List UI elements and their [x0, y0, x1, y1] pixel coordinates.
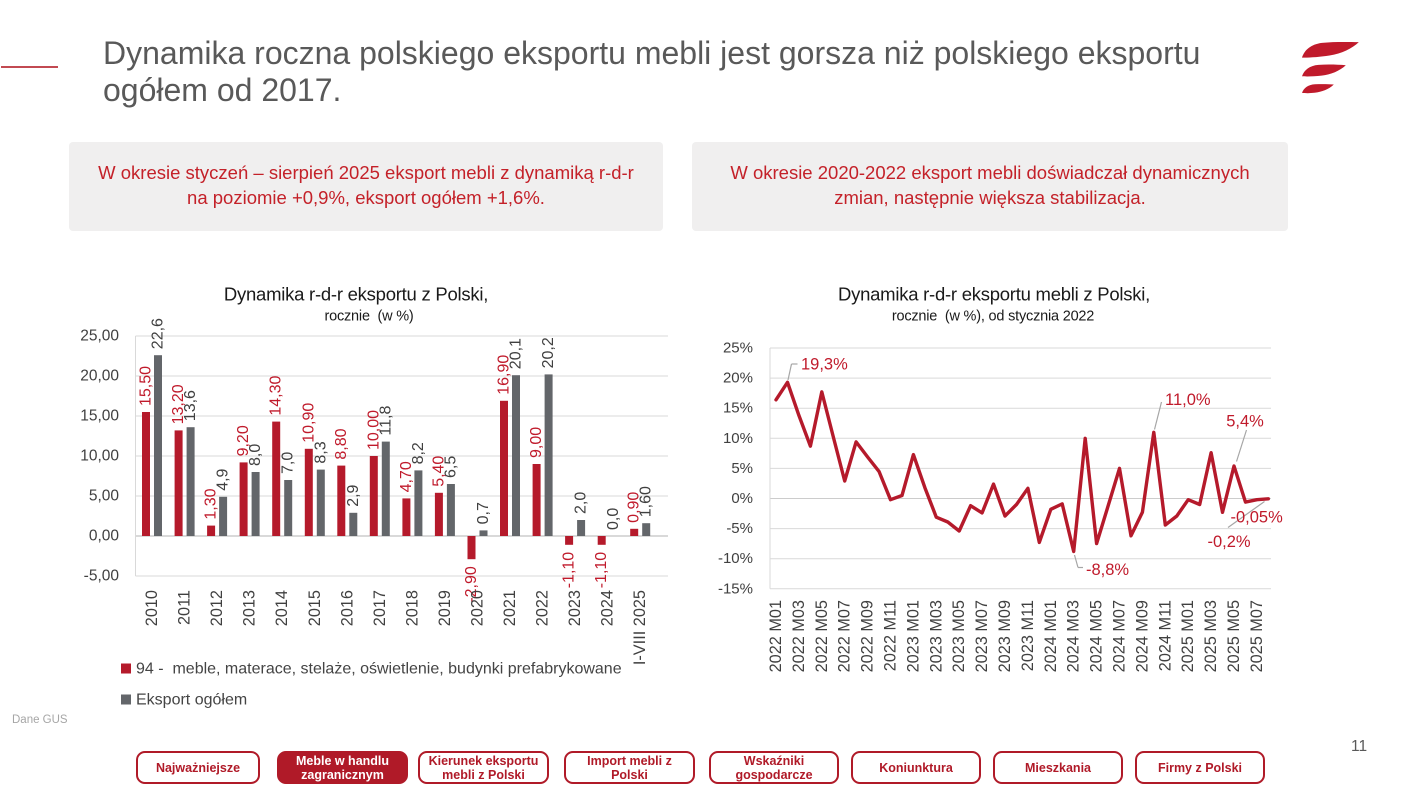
svg-text:-1,10: -1,10: [561, 552, 578, 589]
svg-text:-1,10: -1,10: [593, 552, 610, 589]
svg-text:11,8: 11,8: [377, 406, 394, 436]
svg-text:13,20: 13,20: [170, 384, 187, 424]
svg-text:2011: 2011: [176, 590, 194, 625]
svg-text:0,7: 0,7: [475, 502, 492, 524]
svg-text:8,3: 8,3: [312, 441, 329, 463]
svg-text:-0,2%: -0,2%: [1208, 533, 1251, 551]
svg-text:2024: 2024: [599, 590, 617, 626]
svg-text:2023: 2023: [566, 590, 584, 626]
svg-text:2025 M07: 2025 M07: [1248, 600, 1266, 672]
svg-text:-5%: -5%: [726, 520, 753, 537]
svg-text:-15%: -15%: [718, 580, 753, 597]
svg-text:2022 M07: 2022 M07: [836, 600, 854, 672]
svg-text:2022 M01: 2022 M01: [767, 600, 785, 672]
svg-text:2018: 2018: [403, 590, 421, 626]
svg-text:2023 M01: 2023 M01: [904, 600, 922, 672]
svg-text:11,0%: 11,0%: [1165, 391, 1211, 409]
svg-text:5,40: 5,40: [430, 456, 447, 487]
svg-text:2,9: 2,9: [345, 484, 362, 506]
svg-text:7,0: 7,0: [280, 452, 297, 474]
svg-text:2023 M03: 2023 M03: [927, 600, 945, 672]
svg-text:19,3%: 19,3%: [801, 356, 848, 374]
svg-text:2022 M05: 2022 M05: [813, 600, 831, 672]
svg-text:1,30: 1,30: [203, 488, 220, 519]
svg-text:2016: 2016: [338, 590, 356, 626]
svg-text:2024 M05: 2024 M05: [1088, 600, 1106, 672]
svg-text:8,80: 8,80: [333, 428, 350, 459]
svg-text:2024 M09: 2024 M09: [1133, 600, 1151, 672]
svg-text:2025 M05: 2025 M05: [1225, 600, 1243, 672]
svg-text:2022: 2022: [534, 590, 552, 626]
svg-text:2021: 2021: [501, 590, 519, 626]
svg-text:2014: 2014: [273, 590, 291, 626]
svg-text:25%: 25%: [723, 340, 753, 357]
svg-text:10,00: 10,00: [80, 448, 119, 465]
svg-text:6,5: 6,5: [442, 456, 459, 478]
svg-text:13,6: 13,6: [182, 390, 199, 421]
svg-text:2020: 2020: [469, 590, 487, 626]
svg-text:2012: 2012: [208, 590, 226, 626]
svg-text:Eksport ogółem: Eksport ogółem: [136, 692, 247, 709]
svg-text:2022 M09: 2022 M09: [859, 600, 877, 672]
svg-text:20%: 20%: [723, 370, 753, 387]
svg-text:5,00: 5,00: [89, 488, 120, 505]
svg-text:2025 M01: 2025 M01: [1179, 600, 1197, 672]
svg-text:2023 M07: 2023 M07: [973, 600, 991, 672]
svg-text:2019: 2019: [436, 590, 454, 626]
svg-text:2013: 2013: [241, 590, 259, 626]
svg-text:20,1: 20,1: [508, 338, 525, 369]
svg-text:2024 M01: 2024 M01: [1042, 600, 1060, 672]
svg-text:0,90: 0,90: [626, 492, 643, 523]
svg-text:rocznie (w %): rocznie (w %): [324, 309, 413, 325]
svg-text:22,6: 22,6: [150, 318, 167, 349]
svg-text:-2,90: -2,90: [463, 566, 480, 603]
svg-text:-5,00: -5,00: [84, 568, 120, 585]
svg-text:Dynamika r-d-r eksportu mebli: Dynamika r-d-r eksportu mebli z Polski,: [838, 284, 1150, 305]
svg-text:15,50: 15,50: [138, 366, 155, 406]
svg-text:2017: 2017: [371, 590, 389, 626]
svg-text:5%: 5%: [731, 460, 753, 477]
svg-text:-0,05%: -0,05%: [1231, 509, 1284, 527]
svg-text:94 - meble, materace, stelaże: 94 - meble, materace, stelaże, oświetlen…: [136, 661, 622, 678]
svg-text:rocznie (w %), od stycznia 20: rocznie (w %), od stycznia 2022: [892, 309, 1094, 325]
svg-text:0,0: 0,0: [605, 508, 622, 530]
svg-text:10,00: 10,00: [365, 410, 382, 450]
svg-text:8,2: 8,2: [410, 442, 427, 464]
svg-text:9,20: 9,20: [235, 425, 252, 456]
svg-text:2024 M07: 2024 M07: [1111, 600, 1129, 672]
svg-text:15,00: 15,00: [80, 408, 119, 425]
svg-text:2023 M05: 2023 M05: [950, 600, 968, 672]
svg-text:2024 M11: 2024 M11: [1156, 600, 1174, 671]
svg-text:25,00: 25,00: [80, 328, 119, 345]
svg-text:-10%: -10%: [718, 550, 753, 567]
svg-text:4,9: 4,9: [215, 468, 232, 490]
svg-text:16,90: 16,90: [496, 355, 513, 395]
svg-text:Dynamika r-d-r eksportu z Pols: Dynamika r-d-r eksportu z Polski,: [224, 284, 488, 305]
svg-text:2022 M11: 2022 M11: [882, 600, 900, 671]
svg-text:5,4%: 5,4%: [1226, 413, 1264, 431]
svg-text:2024 M03: 2024 M03: [1065, 600, 1083, 672]
svg-text:8,0: 8,0: [247, 444, 264, 466]
svg-text:10%: 10%: [723, 430, 753, 447]
svg-text:2015: 2015: [306, 590, 324, 626]
svg-text:1,60: 1,60: [638, 486, 655, 517]
svg-text:2023 M11: 2023 M11: [1019, 600, 1037, 671]
svg-text:2,0: 2,0: [573, 492, 590, 514]
svg-text:0%: 0%: [731, 490, 753, 507]
svg-text:2010: 2010: [143, 590, 161, 626]
svg-text:20,00: 20,00: [80, 368, 119, 385]
svg-text:4,70: 4,70: [398, 461, 415, 492]
svg-text:I-VIII 2025: I-VIII 2025: [631, 590, 649, 665]
svg-text:2022 M03: 2022 M03: [790, 600, 808, 672]
svg-text:2025 M03: 2025 M03: [1202, 600, 1220, 672]
svg-text:-8,8%: -8,8%: [1086, 561, 1129, 579]
svg-text:0,00: 0,00: [89, 528, 120, 545]
svg-text:14,30: 14,30: [268, 375, 285, 415]
svg-text:9,00: 9,00: [528, 427, 545, 458]
svg-text:15%: 15%: [723, 400, 753, 417]
svg-text:10,90: 10,90: [300, 403, 317, 443]
svg-text:20,2: 20,2: [540, 337, 557, 368]
svg-text:2023 M09: 2023 M09: [996, 600, 1014, 672]
